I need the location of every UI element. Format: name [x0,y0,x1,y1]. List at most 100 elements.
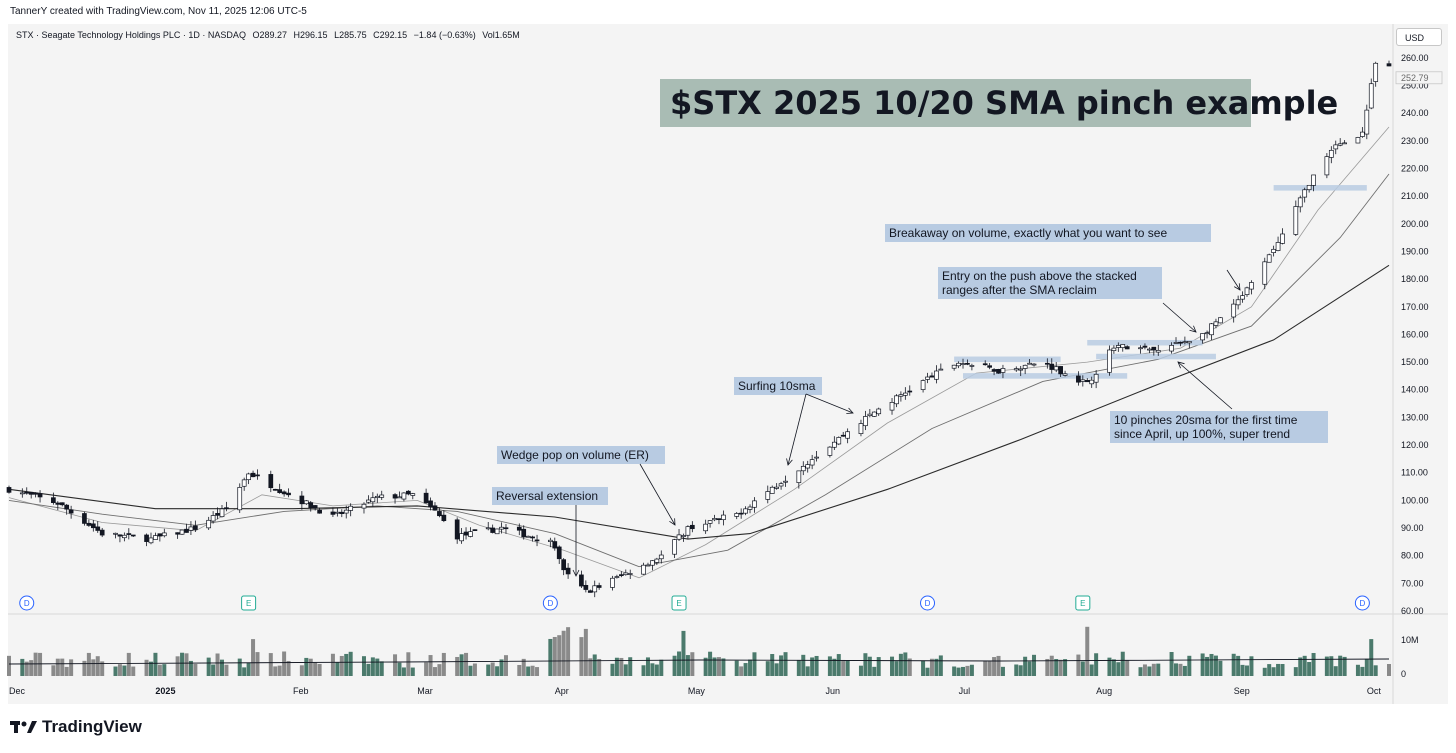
candle-body [982,363,988,366]
brand-logo[interactable]: TradingView [10,717,142,737]
x-tick-label: Aug [1096,686,1112,696]
candle-body [1249,282,1254,290]
volume-bar [1200,653,1205,676]
volume-bar [255,652,260,676]
y-tick-label: 140.00 [1401,385,1429,395]
candle-body [184,528,189,533]
volume-bar [86,652,91,676]
candle-body [796,470,802,483]
dividend-marker [542,595,558,611]
candle-body [95,526,101,531]
x-tick-label: Oct [1367,686,1382,696]
volume-bar [1236,655,1241,676]
candle-body [738,512,744,515]
volume-bar [60,658,65,676]
candle-body [805,464,811,469]
candle-body [19,492,25,495]
candle-body [1360,131,1365,137]
candle-body [1111,347,1117,351]
volume-bar [131,666,136,676]
volume-bar [455,656,460,676]
x-tick-label: Dec [9,686,26,696]
candle-body [898,394,904,397]
candle-body [587,590,593,593]
event-marker-label: D [1359,599,1365,608]
volume-bar [286,660,291,676]
volume-bar [95,656,100,676]
y-tick-label: 60.00 [1401,606,1424,616]
candle-body [703,523,709,532]
volume-bar [810,657,815,676]
candle-body [1049,363,1055,370]
candle-body [1151,346,1157,351]
candle-body [308,502,314,509]
volume-bar [1240,664,1245,676]
volume-bar [832,658,837,676]
volume-bar [1293,667,1298,676]
range-highlight [1096,353,1216,360]
volume-bar [992,657,997,676]
y-tick-label: 260.00 [1401,53,1429,63]
ohlc-high: H296.15 [293,30,328,40]
annotation-box [938,267,1162,299]
candle-body [1027,362,1032,365]
candle-body [117,534,123,537]
volume-bar [1138,667,1143,676]
volume-bar [175,656,180,676]
candle-body [255,474,260,477]
candle-body [689,524,695,530]
volume-bar [1205,656,1210,676]
candle-body [1240,295,1245,300]
volume-bar [428,655,433,676]
candle-body [472,529,478,531]
ohlc-low: L285.75 [334,30,367,40]
candle-body [641,564,646,575]
volume-bar [677,651,682,676]
volume-bar [654,664,659,676]
volume-bar [774,663,779,676]
sma20-line [8,173,1390,568]
candle-body [1124,346,1130,350]
volume-bar [579,637,584,676]
volume-bar [858,665,863,676]
currency-selector[interactable]: USD [1396,28,1442,46]
candle-body [583,584,589,590]
y-tick-label: 70.00 [1401,578,1424,588]
volume-bar [317,663,322,676]
volume-bar [1111,659,1116,676]
volume-bar [890,656,895,676]
volume-bar [1373,665,1378,676]
candle-body [1293,206,1299,235]
candle-body [814,456,819,459]
candle-body [716,518,722,520]
candle-body [969,365,975,367]
volume-bar [921,660,926,676]
volume-bar [1355,664,1360,676]
dividend-marker [1354,595,1370,611]
candle-body [721,514,726,521]
candle-body [299,495,305,505]
volume-bar [743,663,748,676]
sma10-line [8,126,1390,579]
candle-body [1142,345,1148,348]
volume-bar [983,660,988,676]
annotation-box [497,446,665,464]
x-tick-label: Feb [293,686,309,696]
volume-bar [1245,665,1250,676]
candle-body [286,492,291,496]
volume-bar [1054,658,1059,676]
candle-body [1182,341,1188,344]
volume-bar [1107,657,1112,676]
chart-title: $STX 2025 10/20 SMA pinch example [670,84,1338,122]
candle-body [521,528,527,538]
candle-body [366,499,371,503]
candle-body [1364,109,1370,135]
candle-body [1169,344,1174,352]
ohlc-open: O289.27 [252,30,287,40]
volume-bar [548,638,553,676]
volume-bar [299,665,304,676]
chart-frame[interactable] [8,24,1448,704]
volume-bar [628,657,633,676]
candle-body [441,514,447,522]
